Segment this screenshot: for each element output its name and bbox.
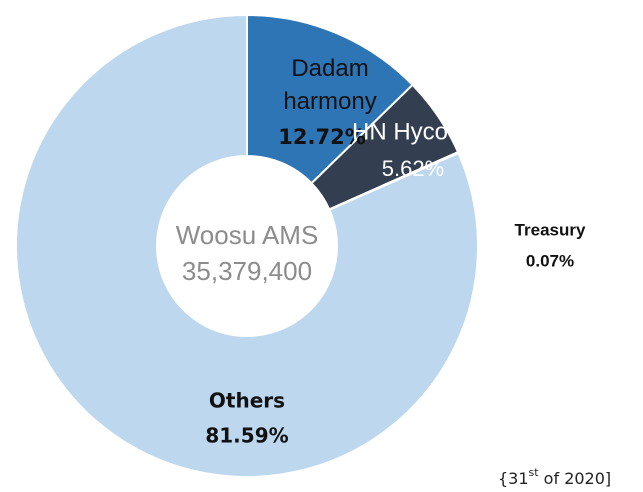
center-value: 35,379,400: [182, 256, 312, 286]
slice-value: 81.59%: [205, 424, 288, 448]
slice-value: 5.62%: [382, 156, 444, 181]
labels: Dadam harmony 12.72%HN Hyco 5.62% Treasury 0.…: [205, 55, 586, 447]
slice-name: HN Hyco: [352, 118, 448, 145]
center-title: Woosu AMS: [176, 220, 319, 250]
footnote-prefix: {31: [498, 469, 529, 488]
slice-name: Treasury: [515, 220, 586, 239]
slice-name: Dadam harmony: [283, 55, 376, 115]
slice-name: Others: [209, 389, 285, 413]
footnote-sup: st: [529, 466, 540, 479]
slice: [15, 13, 479, 478]
slice-value: 0.07%: [526, 251, 574, 270]
slice: [246, 13, 414, 185]
footnote: {31st of 2020]: [498, 466, 611, 488]
slices: [15, 13, 479, 478]
slice-value: 12.72%: [278, 125, 365, 149]
footnote-suffix: of 2020]: [539, 469, 612, 488]
